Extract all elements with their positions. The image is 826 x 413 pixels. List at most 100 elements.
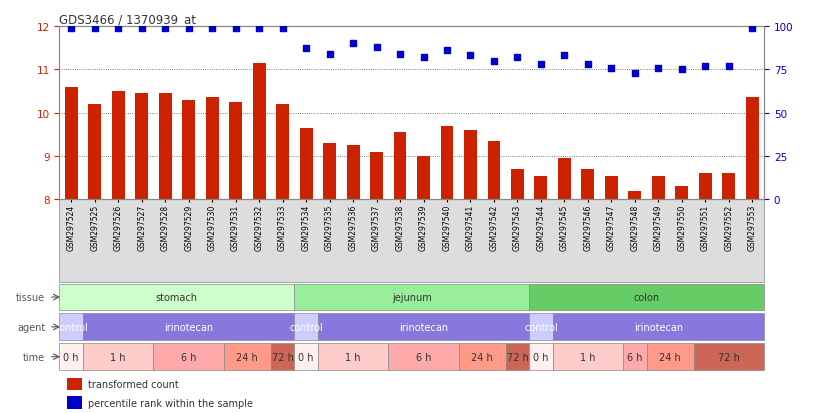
Bar: [64, 88, 78, 200]
Bar: [417, 157, 430, 200]
Text: irinotecan: irinotecan: [164, 322, 213, 332]
Point: [370, 44, 383, 51]
Point: [206, 25, 219, 32]
Bar: [723, 174, 735, 200]
Bar: [694, 344, 764, 370]
Bar: [746, 98, 759, 200]
Bar: [271, 344, 294, 370]
Point: [722, 63, 735, 70]
Text: 6 h: 6 h: [627, 352, 643, 362]
Point: [510, 55, 524, 61]
Point: [323, 51, 336, 58]
Bar: [464, 131, 477, 200]
Text: 1 h: 1 h: [580, 352, 596, 362]
Point: [112, 25, 125, 32]
Bar: [83, 314, 294, 340]
Bar: [88, 105, 101, 200]
Bar: [67, 396, 82, 409]
Bar: [59, 284, 294, 311]
Text: time: time: [23, 352, 45, 362]
Bar: [529, 314, 553, 340]
Text: jejunum: jejunum: [392, 292, 432, 302]
Point: [300, 46, 313, 52]
Bar: [294, 344, 318, 370]
Point: [746, 25, 759, 32]
Bar: [229, 102, 242, 200]
Point: [88, 25, 102, 32]
Bar: [652, 176, 665, 200]
Text: 24 h: 24 h: [472, 352, 493, 362]
Bar: [253, 64, 266, 200]
Bar: [647, 344, 694, 370]
Bar: [370, 152, 383, 200]
Point: [253, 25, 266, 32]
Point: [135, 25, 149, 32]
Bar: [534, 176, 548, 200]
Text: 0 h: 0 h: [298, 352, 314, 362]
Bar: [318, 344, 388, 370]
Text: 24 h: 24 h: [236, 352, 259, 362]
Bar: [458, 344, 506, 370]
Text: transformed count: transformed count: [88, 379, 178, 389]
Bar: [676, 187, 688, 200]
Bar: [511, 170, 524, 200]
Point: [229, 25, 242, 32]
Text: 72 h: 72 h: [718, 352, 740, 362]
Bar: [183, 100, 195, 200]
Bar: [294, 314, 318, 340]
Bar: [582, 170, 595, 200]
Point: [64, 25, 78, 32]
Text: 72 h: 72 h: [506, 352, 529, 362]
Bar: [300, 128, 312, 200]
Bar: [393, 133, 406, 200]
Point: [346, 41, 359, 47]
Text: colon: colon: [634, 292, 660, 302]
Point: [159, 25, 172, 32]
Text: stomach: stomach: [156, 292, 198, 302]
Text: 1 h: 1 h: [111, 352, 126, 362]
Text: control: control: [524, 322, 558, 332]
Text: GDS3466 / 1370939_at: GDS3466 / 1370939_at: [59, 13, 197, 26]
Text: 0 h: 0 h: [64, 352, 79, 362]
Point: [440, 48, 453, 55]
Bar: [276, 105, 289, 200]
Text: 0 h: 0 h: [534, 352, 548, 362]
Bar: [699, 174, 712, 200]
Bar: [154, 344, 224, 370]
Bar: [323, 144, 336, 200]
Text: irinotecan: irinotecan: [399, 322, 448, 332]
Bar: [159, 94, 172, 200]
Point: [629, 70, 642, 77]
Bar: [623, 344, 647, 370]
Point: [558, 53, 571, 59]
Text: percentile rank within the sample: percentile rank within the sample: [88, 398, 253, 408]
Point: [582, 62, 595, 68]
Bar: [347, 146, 359, 200]
Bar: [294, 284, 529, 311]
Point: [605, 65, 618, 72]
Text: tissue: tissue: [17, 292, 45, 302]
Text: 6 h: 6 h: [415, 352, 431, 362]
Bar: [135, 94, 148, 200]
Point: [675, 67, 688, 74]
Text: 24 h: 24 h: [659, 352, 681, 362]
Bar: [224, 344, 271, 370]
Bar: [388, 344, 458, 370]
Point: [487, 58, 501, 65]
Bar: [440, 126, 453, 200]
Bar: [553, 314, 764, 340]
Text: irinotecan: irinotecan: [634, 322, 683, 332]
Bar: [487, 142, 501, 200]
Bar: [318, 314, 529, 340]
Point: [652, 65, 665, 72]
Bar: [605, 176, 618, 200]
Text: 6 h: 6 h: [181, 352, 197, 362]
Bar: [558, 159, 571, 200]
Text: control: control: [289, 322, 323, 332]
Point: [276, 25, 289, 32]
Bar: [629, 191, 641, 200]
Text: 72 h: 72 h: [272, 352, 293, 362]
Bar: [529, 344, 553, 370]
Point: [417, 55, 430, 61]
Text: 1 h: 1 h: [345, 352, 361, 362]
